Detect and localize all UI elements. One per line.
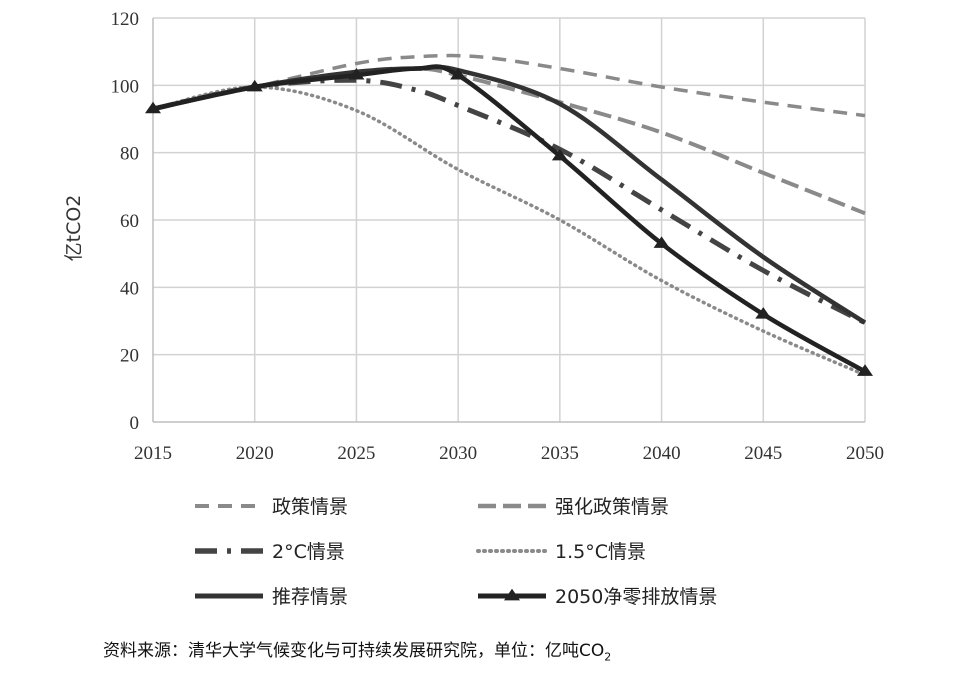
- legend-marker: [504, 588, 520, 601]
- y-tick-label: 60: [120, 211, 139, 232]
- legend-label: 1.5°C情景: [555, 541, 646, 563]
- x-tick-label: 2050: [846, 443, 884, 464]
- series-marker: [246, 79, 263, 92]
- x-tick-label: 2040: [643, 443, 681, 464]
- series-marker: [653, 236, 670, 248]
- x-tick-label: 2025: [337, 443, 375, 464]
- y-tick-label: 80: [120, 144, 139, 165]
- y-tick-label: 20: [120, 346, 139, 367]
- y-tick-label: 0: [130, 413, 140, 434]
- y-tick-label: 100: [111, 76, 140, 97]
- x-tick-label: 2015: [134, 443, 172, 464]
- y-tick-label: 40: [120, 278, 139, 299]
- series-marker: [857, 364, 873, 376]
- legend-label: 推荐情景: [272, 586, 348, 608]
- y-axis-label: 亿tCO2: [63, 195, 85, 262]
- x-tick-label: 2020: [236, 443, 274, 464]
- legend-label: 2°C情景: [272, 541, 345, 563]
- source-note-subscript: 2: [604, 650, 612, 664]
- legend-label: 强化政策情景: [555, 496, 669, 518]
- y-tick-label: 120: [111, 9, 140, 30]
- chart-axes: [152, 18, 865, 423]
- chart-series: [145, 53, 873, 377]
- x-tick-label: 2035: [541, 443, 579, 464]
- legend-label: 政策情景: [272, 496, 348, 518]
- source-note: 资料来源：清华大学气候变化与可持续发展研究院，单位：亿吨CO2: [103, 636, 611, 663]
- legend-label: 2050净零排放情景: [555, 586, 717, 608]
- source-note-text: 资料来源：清华大学气候变化与可持续发展研究院，单位：亿吨CO: [103, 641, 605, 661]
- chart-grid: [153, 17, 866, 422]
- series-marker: [348, 68, 365, 80]
- series-marker: [755, 307, 772, 319]
- series-marker: [450, 68, 467, 80]
- series-marker: [145, 101, 161, 114]
- series-line-6: [152, 64, 867, 374]
- x-tick-label: 2030: [439, 443, 477, 464]
- series-marker: [551, 148, 568, 161]
- series-line-4: [151, 85, 867, 377]
- x-tick-label: 2045: [744, 443, 782, 464]
